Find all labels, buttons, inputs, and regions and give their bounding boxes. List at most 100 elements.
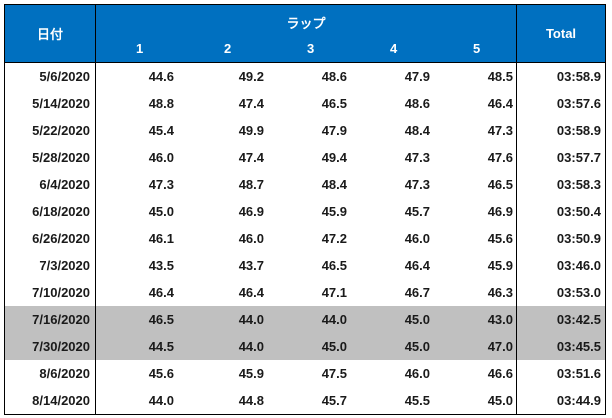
lap-column-header[interactable]: 2 (184, 34, 267, 63)
lap-time-cell[interactable]: 45.6 (148, 366, 174, 381)
total-time-cell[interactable]: 03:50.4 (516, 198, 606, 225)
lap-time-cell[interactable]: 48.6 (404, 96, 430, 111)
lap-time-cell[interactable]: 48.5 (487, 69, 513, 84)
lap-time-cell[interactable]: 47.0 (433, 333, 517, 360)
lap-time-cell[interactable]: 46.5 (95, 306, 184, 333)
lap-time-cell[interactable]: 43.5 (148, 258, 174, 273)
date-cell[interactable]: 6/18/2020 (4, 198, 96, 225)
lap-time-cell[interactable]: 45.7 (267, 387, 350, 415)
total-time-cell[interactable]: 03:51.6 (516, 360, 606, 387)
lap-time-cell[interactable]: 44.0 (267, 306, 350, 333)
lap-time-cell[interactable]: 44.0 (184, 306, 267, 333)
lap-time-cell[interactable]: 46.4 (487, 96, 513, 111)
lap-time-cell[interactable]: 45.0 (350, 333, 433, 360)
date-cell[interactable]: 5/6/2020 (4, 62, 96, 90)
lap-time-cell[interactable]: 46.0 (404, 366, 430, 381)
total-column-header[interactable]: Total (516, 4, 606, 63)
lap-time-cell[interactable]: 46.9 (487, 204, 513, 219)
lap-time-cell[interactable]: 44.6 (148, 69, 174, 84)
lap-column-header[interactable]: 4 (350, 34, 433, 63)
lap-group-header[interactable]: ラップ (95, 4, 517, 34)
lap-time-cell[interactable]: 45.6 (487, 231, 513, 246)
date-cell[interactable]: 6/4/2020 (4, 171, 96, 198)
lap-time-cell[interactable]: 46.4 (404, 258, 430, 273)
lap-column-header[interactable]: 3 (267, 34, 350, 63)
lap-time-cell[interactable]: 48.4 (404, 123, 430, 138)
date-cell[interactable]: 7/10/2020 (4, 279, 96, 306)
lap-time-cell[interactable]: 47.3 (148, 177, 174, 192)
lap-time-cell[interactable]: 44.8 (184, 387, 267, 415)
lap-time-cell[interactable]: 47.5 (321, 366, 347, 381)
date-cell[interactable]: 6/26/2020 (4, 225, 96, 252)
lap-time-cell[interactable]: 49.4 (321, 150, 347, 165)
date-cell[interactable]: 7/30/2020 (4, 333, 96, 360)
lap-time-cell[interactable]: 47.2 (321, 231, 347, 246)
lap-time-cell[interactable]: 43.7 (238, 258, 264, 273)
lap-time-cell[interactable]: 49.2 (238, 69, 264, 84)
date-cell[interactable]: 8/6/2020 (4, 360, 96, 387)
total-time-cell[interactable]: 03:58.9 (516, 117, 606, 144)
lap-time-cell[interactable]: 46.7 (404, 285, 430, 300)
total-time-cell[interactable]: 03:46.0 (516, 252, 606, 279)
date-cell[interactable]: 5/14/2020 (4, 90, 96, 117)
date-cell[interactable]: 7/16/2020 (4, 306, 96, 333)
total-time-cell[interactable]: 03:42.5 (516, 306, 606, 333)
table-row: 5/22/2020 45.4 49.9 47.9 48.4 47.3 03:58.9 (4, 117, 606, 144)
lap-time-cell[interactable]: 46.1 (148, 231, 174, 246)
lap-time-cell[interactable]: 43.0 (433, 306, 517, 333)
lap-time-cell[interactable]: 44.5 (95, 333, 184, 360)
total-time-cell[interactable]: 03:45.5 (516, 333, 606, 360)
lap-time-cell[interactable]: 45.7 (404, 204, 430, 219)
total-time-cell[interactable]: 03:50.9 (516, 225, 606, 252)
total-time-cell[interactable]: 03:57.7 (516, 144, 606, 171)
lap-time-cell[interactable]: 46.0 (148, 150, 174, 165)
lap-time-cell[interactable]: 45.4 (148, 123, 174, 138)
lap-time-cell[interactable]: 46.4 (238, 285, 264, 300)
lap-time-cell[interactable]: 47.9 (404, 69, 430, 84)
lap-time-cell[interactable]: 45.0 (267, 333, 350, 360)
lap-time-cell[interactable]: 47.3 (404, 177, 430, 192)
lap-time-cell[interactable]: 45.9 (321, 204, 347, 219)
lap-time-cell[interactable]: 45.5 (350, 387, 433, 415)
date-cell[interactable]: 5/28/2020 (4, 144, 96, 171)
date-cell[interactable]: 5/22/2020 (4, 117, 96, 144)
lap-time-cell[interactable]: 46.6 (487, 366, 513, 381)
lap-time-cell[interactable]: 47.3 (487, 123, 513, 138)
lap-time-cell[interactable]: 44.0 (95, 387, 184, 415)
lap-time-cell[interactable]: 46.0 (404, 231, 430, 246)
lap-time-cell[interactable]: 45.0 (148, 204, 174, 219)
date-cell[interactable]: 8/14/2020 (4, 387, 96, 415)
date-cell[interactable]: 7/3/2020 (4, 252, 96, 279)
lap-column-header[interactable]: 1 (95, 34, 184, 63)
lap-time-cell[interactable]: 45.9 (238, 366, 264, 381)
total-time-cell[interactable]: 03:58.9 (516, 62, 606, 90)
total-time-cell[interactable]: 03:44.9 (516, 387, 606, 415)
total-time-cell[interactable]: 03:53.0 (516, 279, 606, 306)
lap-time-cell[interactable]: 47.9 (321, 123, 347, 138)
date-column-header[interactable]: 日付 (4, 4, 96, 63)
lap-time-cell[interactable]: 48.8 (148, 96, 174, 111)
lap-time-cell[interactable]: 46.3 (487, 285, 513, 300)
lap-time-cell[interactable]: 48.7 (238, 177, 264, 192)
total-time-cell[interactable]: 03:57.6 (516, 90, 606, 117)
lap-time-cell[interactable]: 48.4 (321, 177, 347, 192)
lap-time-cell[interactable]: 48.6 (321, 69, 347, 84)
lap-time-cell[interactable]: 47.1 (321, 285, 347, 300)
lap-time-cell[interactable]: 47.6 (487, 150, 513, 165)
lap-column-header[interactable]: 5 (433, 34, 517, 63)
lap-time-cell[interactable]: 46.9 (238, 204, 264, 219)
lap-time-cell[interactable]: 46.0 (238, 231, 264, 246)
lap-time-cell[interactable]: 46.5 (321, 96, 347, 111)
lap-time-cell[interactable]: 46.4 (148, 285, 174, 300)
lap-time-cell[interactable]: 46.5 (321, 258, 347, 273)
lap-time-cell[interactable]: 44.0 (184, 333, 267, 360)
lap-time-cell[interactable]: 45.0 (433, 387, 517, 415)
lap-time-cell[interactable]: 45.0 (350, 306, 433, 333)
lap-time-cell[interactable]: 46.5 (487, 177, 513, 192)
lap-time-cell[interactable]: 47.3 (404, 150, 430, 165)
lap-time-cell[interactable]: 45.9 (487, 258, 513, 273)
lap-time-cell[interactable]: 47.4 (238, 96, 264, 111)
total-time-cell[interactable]: 03:58.3 (516, 171, 606, 198)
lap-time-cell[interactable]: 49.9 (238, 123, 264, 138)
lap-time-cell[interactable]: 47.4 (238, 150, 264, 165)
